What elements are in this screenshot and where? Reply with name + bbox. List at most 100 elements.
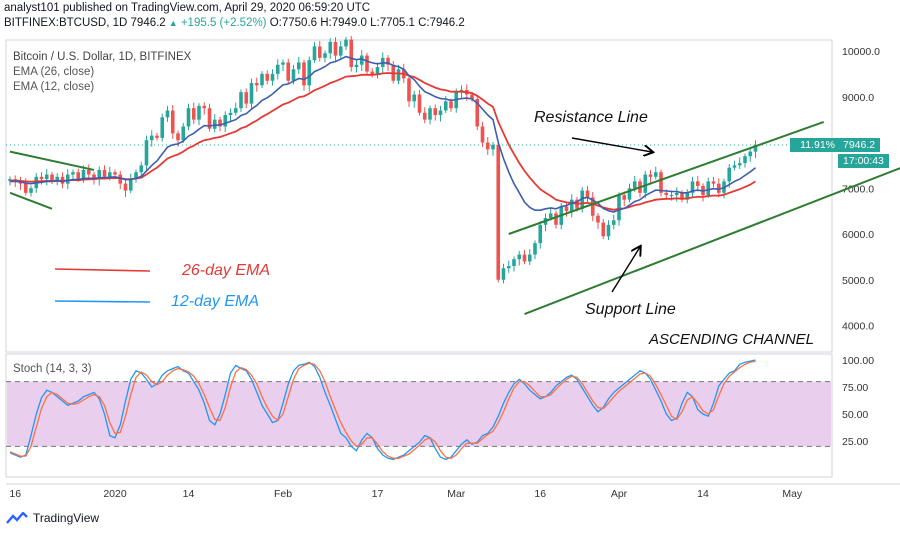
candle-body	[186, 108, 191, 127]
candle-body	[275, 64, 280, 74]
stoch-d-line	[9, 360, 756, 459]
candle-body	[176, 133, 180, 141]
candle-body	[601, 222, 606, 237]
candle	[706, 177, 711, 198]
countdown-tag: 17:00:43	[838, 154, 889, 168]
candle	[123, 179, 128, 197]
candle	[433, 104, 438, 121]
candle	[65, 169, 70, 190]
candle	[223, 111, 228, 132]
candle-body	[202, 105, 207, 109]
candle-body	[443, 101, 448, 111]
candle-body	[39, 176, 44, 180]
support-arrow	[611, 247, 640, 293]
candle-body	[134, 172, 138, 180]
candle-body	[29, 188, 33, 193]
candle-body	[727, 167, 732, 182]
stoch-tick-label: 100.00	[842, 355, 874, 367]
time-tick-label: 14	[183, 488, 195, 500]
candle-body	[449, 101, 453, 109]
support-label: Support Line	[585, 301, 676, 318]
symbol-ohlc-line: BITFINEX:BTCUSD, 1D 7946.2 ▲ +195.5 (+2.5…	[4, 17, 465, 29]
candle	[506, 260, 511, 273]
candle	[753, 140, 758, 159]
candle-body	[606, 224, 611, 237]
candle-body	[165, 110, 170, 118]
candle-body	[732, 165, 737, 168]
left-upper-trend-line	[9, 150, 95, 171]
candle	[354, 60, 359, 73]
candle-body	[249, 83, 254, 104]
candle-body	[569, 199, 574, 212]
candle	[475, 95, 480, 131]
candle-body	[596, 215, 600, 223]
candle-body	[590, 197, 595, 216]
candle	[144, 135, 149, 171]
candle	[690, 176, 695, 198]
candle	[611, 214, 616, 230]
candle	[197, 103, 201, 126]
candle	[286, 58, 291, 84]
candle	[412, 90, 417, 108]
candle-body	[155, 135, 159, 138]
candle-body	[97, 169, 102, 180]
stoch-tick-label: 25.00	[842, 436, 868, 448]
channel-label: ASCENDING CHANNEL	[648, 331, 814, 348]
symbol-label: BITFINEX:BTCUSD, 1D	[4, 17, 128, 29]
candle	[228, 108, 233, 122]
candle-body	[711, 181, 716, 184]
candle-body	[585, 190, 590, 198]
candle-body	[328, 41, 333, 54]
candle	[149, 130, 154, 147]
candle-body	[627, 188, 632, 200]
candle	[365, 52, 369, 75]
candle-body	[365, 55, 369, 72]
candle-body	[302, 62, 306, 86]
candle-body	[291, 69, 296, 81]
candle	[160, 113, 165, 142]
price-tick-label: 10000.0	[842, 46, 880, 58]
candle	[260, 71, 264, 89]
candle	[270, 69, 275, 86]
candle	[517, 250, 522, 266]
candle	[275, 59, 280, 80]
candle	[737, 157, 742, 170]
candle-body	[428, 108, 432, 120]
candle	[428, 105, 432, 125]
candle-body	[359, 55, 364, 65]
candle-body	[669, 195, 674, 197]
last-price: 7946.2	[130, 17, 166, 29]
candle-body	[312, 46, 317, 61]
candle	[134, 169, 138, 183]
resistance-label: Resistance Line	[534, 109, 648, 126]
price-change: +195.5 (+2.52%)	[180, 17, 267, 29]
candle-body	[233, 108, 238, 113]
ema12-line	[10, 55, 756, 213]
candle-body	[218, 119, 222, 127]
candle	[491, 142, 495, 156]
left-lower-trend-line	[9, 191, 53, 210]
support-trend-line	[524, 167, 900, 315]
stoch-tick-label: 50.00	[842, 409, 868, 421]
candle-body	[349, 39, 354, 68]
candle-body	[548, 213, 553, 218]
candle-body	[191, 108, 196, 120]
candle	[554, 210, 558, 229]
candle	[674, 187, 679, 202]
candle	[181, 122, 186, 143]
price-tick-label: 9000.0	[842, 92, 874, 104]
candle-body	[207, 108, 212, 129]
candle	[202, 102, 207, 115]
candle-body	[123, 183, 128, 191]
candle-body	[92, 174, 96, 180]
tradingview-footer[interactable]: TradingView	[6, 511, 99, 525]
candle-body	[86, 169, 91, 175]
candle	[701, 183, 705, 202]
candle-body	[170, 110, 175, 134]
candle	[302, 59, 306, 91]
candle	[685, 189, 690, 204]
candle-body	[212, 119, 217, 129]
time-tick-label: 17	[372, 488, 384, 500]
candle	[307, 56, 312, 92]
